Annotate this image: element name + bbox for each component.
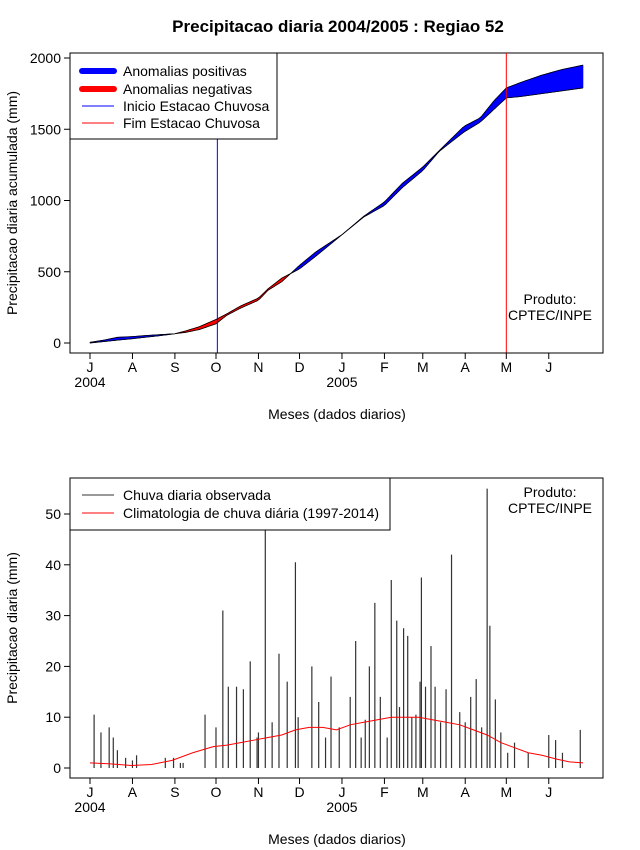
top-y-axis: 0 500 1000 1500 2000 xyxy=(30,50,71,351)
x-tick-label: N xyxy=(253,784,263,800)
top-x-label: Meses (dados diarios) xyxy=(268,406,406,422)
bottom-x-label: Meses (dados diarios) xyxy=(268,831,406,847)
positive-anomaly-segment xyxy=(530,77,535,96)
legend-label-negative: Anomalias negativas xyxy=(123,81,252,97)
y-tick-label: 0 xyxy=(53,760,61,776)
y-tick-label: 40 xyxy=(45,557,61,573)
positive-anomaly-segment xyxy=(514,83,518,98)
positive-anomaly-segment xyxy=(552,70,556,93)
x-tick-label: M xyxy=(417,359,429,375)
positive-anomaly-segment xyxy=(566,67,570,91)
x-tick-label: J xyxy=(545,784,552,800)
y-tick-label: 2000 xyxy=(30,50,61,66)
top-product-label-line2: CPTEC/INPE xyxy=(508,307,592,323)
positive-anomaly-segment xyxy=(555,70,559,93)
bottom-y-axis: 0 10 20 30 40 50 xyxy=(45,506,71,776)
x-tick-label: J xyxy=(545,359,552,375)
positive-anomaly-segment xyxy=(577,65,581,90)
positive-anomaly-segment xyxy=(547,72,551,94)
positive-anomaly-segment xyxy=(558,69,562,92)
y-tick-label: 30 xyxy=(45,608,61,624)
positive-anomaly-segment xyxy=(508,85,513,98)
x-tick-label: D xyxy=(294,784,304,800)
bottom-product-label-line2: CPTEC/INPE xyxy=(508,500,592,516)
x-tick-label: J xyxy=(87,784,94,800)
positive-anomaly-segment xyxy=(544,73,548,94)
bottom-legend: Chuva diaria observada Climatologia de c… xyxy=(69,477,391,531)
legend-label-end: Fim Estacao Chuvosa xyxy=(123,115,260,131)
x-tick-label: M xyxy=(500,784,512,800)
positive-anomaly-segment xyxy=(560,68,565,92)
x-tick-label: A xyxy=(128,359,138,375)
x-tick-label: J xyxy=(338,359,345,375)
top-legend-box xyxy=(69,52,278,140)
top-y-label: Precipitacao diaria acumulada (mm) xyxy=(4,91,20,315)
year-label: 2005 xyxy=(326,374,357,390)
positive-anomaly-segment xyxy=(541,73,545,94)
y-tick-label: 0 xyxy=(53,335,61,351)
bottom-y-label: Precipitacao diaria (mm) xyxy=(4,552,20,704)
positive-anomaly-segment xyxy=(549,71,554,93)
x-tick-label: S xyxy=(170,784,179,800)
x-tick-label: A xyxy=(128,784,138,800)
x-tick-label: D xyxy=(294,359,304,375)
x-tick-label: O xyxy=(211,784,222,800)
x-tick-label: M xyxy=(417,784,429,800)
x-tick-label: F xyxy=(380,784,389,800)
x-tick-label: F xyxy=(380,359,389,375)
positive-anomaly-segment xyxy=(563,68,567,91)
x-tick-label: J xyxy=(87,359,94,375)
legend-label-observed: Chuva diaria observada xyxy=(123,487,271,503)
x-tick-label: N xyxy=(253,359,263,375)
positive-anomaly-segment xyxy=(538,74,543,95)
y-tick-label: 10 xyxy=(45,709,61,725)
positive-anomaly-segment xyxy=(574,65,578,90)
chart-title: Precipitacao diaria 2004/2005 : Regiao 5… xyxy=(172,17,504,36)
positive-anomaly-segment xyxy=(571,66,576,90)
year-label: 2004 xyxy=(74,374,105,390)
x-tick-label: J xyxy=(338,784,345,800)
positive-anomaly-segment xyxy=(519,81,524,97)
positive-anomaly-segment xyxy=(536,75,540,95)
bottom-product-label-line1: Produto: xyxy=(524,484,577,500)
y-tick-label: 1000 xyxy=(30,193,61,209)
top-legend: Anomalias positivas Anomalias negativas … xyxy=(69,52,278,140)
positive-anomaly-segment xyxy=(533,76,537,96)
top-product-label-line1: Produto: xyxy=(524,291,577,307)
positive-anomaly-segment xyxy=(579,64,584,89)
y-tick-label: 500 xyxy=(38,264,62,280)
positive-anomaly-segment xyxy=(522,80,526,97)
legend-label-positive: Anomalias positivas xyxy=(123,63,247,79)
year-label: 2004 xyxy=(74,799,105,815)
climatology-cumulative-line xyxy=(89,87,584,344)
y-tick-label: 20 xyxy=(45,658,61,674)
positive-anomaly-segment xyxy=(525,79,529,97)
x-tick-label: M xyxy=(500,359,512,375)
climatology-line xyxy=(89,716,584,766)
y-tick-label: 1500 xyxy=(30,121,61,137)
positive-anomaly-segment xyxy=(527,78,532,96)
positive-anomaly-segment xyxy=(516,82,521,98)
bottom-legend-box xyxy=(69,477,391,531)
x-tick-label: O xyxy=(211,359,222,375)
positive-anomaly-segment xyxy=(569,67,573,91)
legend-label-climatology: Climatologia de chuva diária (1997-2014) xyxy=(123,505,379,521)
y-tick-label: 50 xyxy=(45,506,61,522)
positive-anomaly-segment xyxy=(511,84,515,98)
legend-label-start: Inicio Estacao Chuvosa xyxy=(123,98,270,114)
x-tick-label: S xyxy=(170,359,179,375)
year-label: 2005 xyxy=(326,799,357,815)
x-tick-label: A xyxy=(461,359,471,375)
x-tick-label: A xyxy=(461,784,471,800)
